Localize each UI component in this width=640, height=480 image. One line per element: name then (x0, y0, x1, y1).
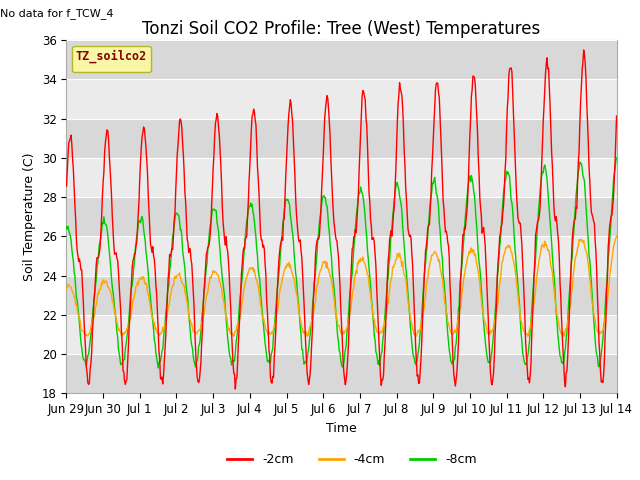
Legend: -2cm, -4cm, -8cm: -2cm, -4cm, -8cm (222, 448, 482, 471)
Legend:  (72, 46, 150, 72)
Y-axis label: Soil Temperature (C): Soil Temperature (C) (23, 153, 36, 281)
Bar (67, 40, 616, 79)
X-axis label: Time: Time (326, 421, 357, 435)
Bar (67, 119, 616, 158)
Bar (67, 276, 616, 315)
Bar (67, 354, 616, 394)
Text: No data for f_TCW_4: No data for f_TCW_4 (1, 8, 114, 19)
Title: Tonzi Soil CO2 Profile: Tree (West) Temperatures: Tonzi Soil CO2 Profile: Tree (West) Temp… (142, 21, 541, 38)
Bar (67, 197, 616, 236)
